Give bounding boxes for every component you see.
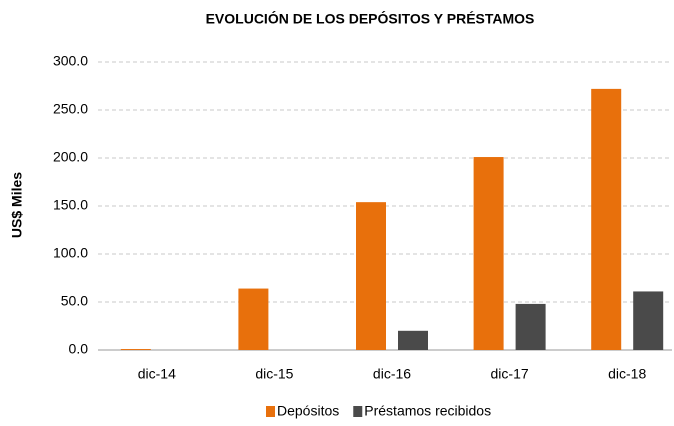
bar [591,88,622,350]
legend-label: Préstamos recibidos [364,403,491,419]
bar [120,349,151,350]
x-tick-label: dic-15 [255,366,293,382]
y-tick-label: 100.0 [53,245,88,261]
y-axis-label: US$ Miles [9,172,25,238]
legend-swatch [353,406,363,417]
y-tick-label: 300.0 [53,53,88,69]
bar [515,303,546,350]
y-tick-label: 50.0 [61,293,88,309]
chart-title: EVOLUCIÓN DE LOS DEPÓSITOS Y PRÉSTAMOS [206,10,535,27]
bar [238,288,269,350]
legend-label: Depósitos [277,403,339,419]
x-tick-label: dic-18 [608,366,646,382]
x-tick-label: dic-14 [138,366,176,382]
bar [633,291,664,350]
y-tick-label: 200.0 [53,149,88,165]
x-tick-label: dic-17 [491,366,529,382]
y-tick-label: 150.0 [53,197,88,213]
bar [473,157,504,350]
x-tick-label: dic-16 [373,366,411,382]
y-tick-label: 250.0 [53,101,88,117]
legend-swatch [266,406,275,417]
bar [398,330,428,350]
y-tick-label: 0.0 [69,341,89,357]
bar [356,202,386,350]
